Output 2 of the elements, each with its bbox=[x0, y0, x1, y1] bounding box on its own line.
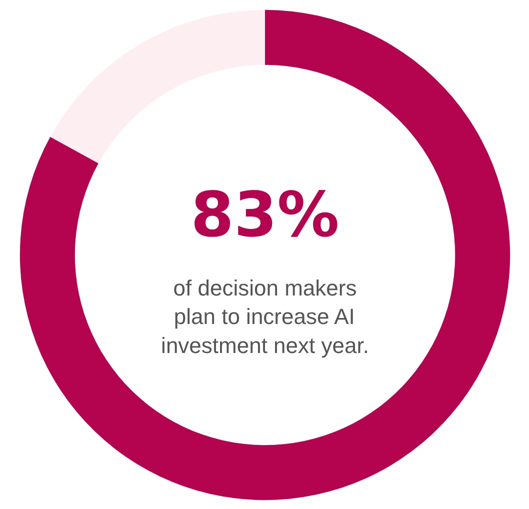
text: of decision makers plan to increase AI investment next year. bbox=[161, 275, 369, 358]
text: 83% bbox=[190, 178, 340, 251]
